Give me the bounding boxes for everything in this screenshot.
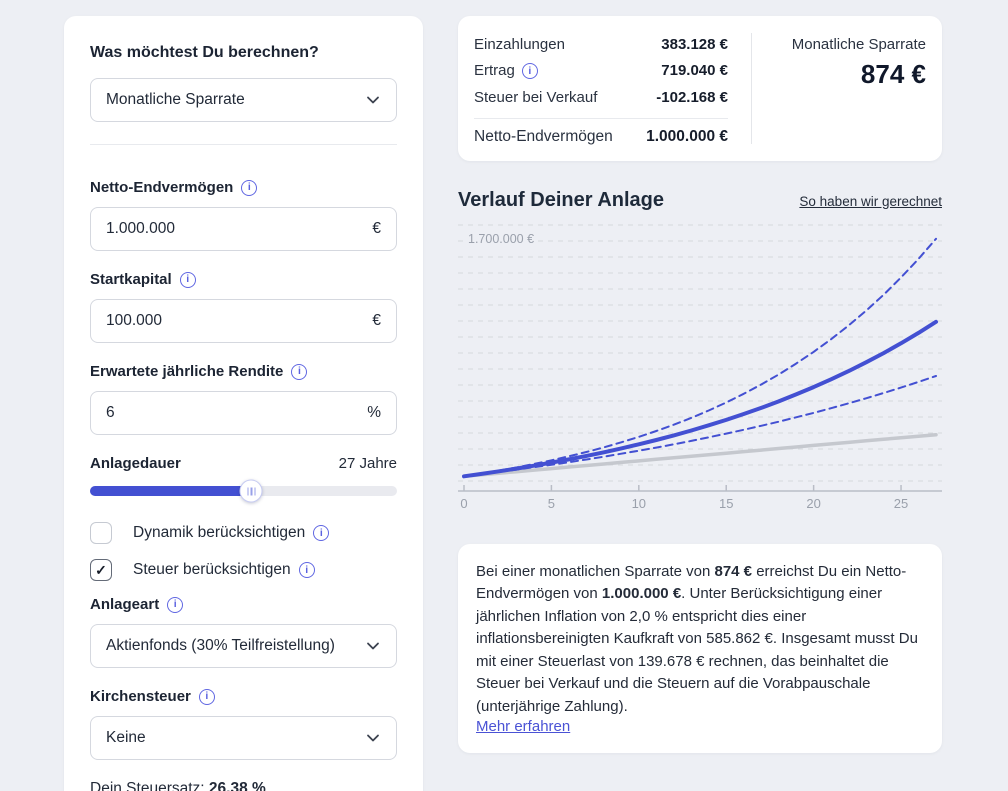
chevron-down-icon	[367, 96, 379, 104]
steuer-label: Steuer berücksichtigen	[133, 561, 291, 578]
steuersatz-line: Dein Steuersatz: 26,38 %	[90, 780, 397, 791]
summary-divider	[751, 33, 752, 144]
chart-x-tick-label: 0	[460, 496, 467, 511]
chart-x-tick-label: 15	[719, 496, 733, 511]
anlageart-select[interactable]: Aktienfonds (30% Teilfreistellung)	[90, 624, 397, 668]
chart-line-einzahlungen	[462, 432, 938, 478]
dynamik-checkbox[interactable]	[90, 522, 112, 544]
mode-select-value: Monatliche Sparrate	[106, 91, 245, 108]
netto-endvermoegen-label: Netto-Endvermögen	[90, 179, 234, 196]
summary-breakdown: Einzahlungen 383.128 € Ertrag i 719.040 € Ste…	[474, 31, 728, 146]
info-icon[interactable]: i	[241, 179, 258, 196]
slider-fill	[90, 486, 252, 496]
anlageart-label: Anlageart	[90, 596, 160, 613]
slider-handle[interactable]	[239, 479, 263, 503]
chevron-down-icon	[367, 642, 379, 650]
info-icon[interactable]: i	[167, 596, 184, 613]
anlageart-select-value: Aktienfonds (30% Teilfreistellung)	[106, 637, 335, 654]
summary-row: Ertrag i 719.040 €	[474, 58, 728, 85]
netto-endvermoegen-field[interactable]: €	[90, 207, 397, 251]
currency-unit: €	[372, 312, 381, 329]
info-icon[interactable]: i	[179, 271, 196, 288]
chart-header: Verlauf Deiner Anlage So haben wir gerec…	[458, 189, 942, 212]
summary-total-label: Netto-Endvermögen	[474, 127, 613, 145]
summary-row-value: -102.168 €	[656, 88, 728, 106]
explanation-card: Bei einer monatlichen Sparrate von 874 €…	[458, 543, 942, 753]
info-icon[interactable]: i	[298, 562, 315, 578]
startkapital-field[interactable]: €	[90, 299, 397, 343]
kirchensteuer-select[interactable]: Keine	[90, 716, 397, 760]
chevron-down-icon	[367, 734, 379, 742]
startkapital-label: Startkapital	[90, 271, 172, 288]
chart-title: Verlauf Deiner Anlage	[458, 188, 664, 211]
results-column: Einzahlungen 383.128 € Ertrag i 719.040 € Ste…	[458, 16, 942, 753]
netto-endvermoegen-input[interactable]	[106, 220, 373, 238]
chart-x-tick-label: 20	[806, 496, 820, 511]
projection-chart: 0 5 10 15 20 25 1.700.000 €	[458, 219, 942, 517]
chart-line-erwartete-entwicklung	[462, 319, 938, 478]
info-icon[interactable]: i	[521, 62, 538, 79]
summary-row-value: 719.040 €	[661, 62, 728, 80]
summary-total-value: 1.000.000 €	[646, 127, 728, 145]
summary-row-value: 383.128 €	[661, 35, 728, 53]
steuersatz-value: 26,38 %	[208, 780, 266, 791]
chart-x-tick-label: 25	[894, 496, 908, 511]
summary-row: Steuer bei Verkauf -102.168 €	[474, 84, 728, 111]
calculator-form-card: Was möchtest Du berechnen? Monatliche Sp…	[64, 16, 423, 791]
explanation-text: Bei einer monatlichen Sparrate von 874 €…	[476, 562, 918, 715]
summary-row-label: Steuer bei Verkauf	[474, 88, 598, 106]
summary-row-label: Ertrag i	[474, 62, 538, 79]
summary-row: Einzahlungen 383.128 €	[474, 31, 728, 58]
chart-x-tick-label: 5	[548, 496, 555, 511]
anlagedauer-slider[interactable]	[90, 479, 397, 503]
startkapital-input[interactable]	[106, 312, 373, 330]
steuer-checkbox[interactable]: ✓	[90, 559, 112, 581]
chart-canvas: 0 5 10 15 20 25	[458, 224, 942, 511]
chart-x-tick-label: 10	[632, 496, 646, 511]
steuersatz-label: Dein Steuersatz:	[90, 780, 205, 791]
how-we-calculated-link[interactable]: So haben wir gerechnet	[799, 193, 942, 209]
mode-select[interactable]: Monatliche Sparrate	[90, 78, 397, 122]
steuer-checkbox-row[interactable]: ✓ Steuer berücksichtigen i	[90, 559, 397, 581]
learn-more-link[interactable]: Mehr erfahren	[476, 718, 571, 735]
summary-row-label: Einzahlungen	[474, 35, 565, 53]
summary-result: Monatliche Sparrate 874 €	[752, 31, 926, 146]
rendite-field[interactable]: %	[90, 391, 397, 435]
chart-y-gridline-label: 1.700.000 €	[464, 231, 539, 246]
summary-total-row: Netto-Endvermögen 1.000.000 €	[474, 117, 728, 146]
rendite-input[interactable]	[106, 404, 368, 422]
info-icon[interactable]: i	[291, 363, 308, 380]
dynamik-checkbox-row[interactable]: Dynamik berücksichtigen i	[90, 522, 397, 544]
form-divider	[90, 144, 397, 145]
result-value: 874 €	[860, 59, 926, 89]
form-heading: Was möchtest Du berechnen?	[90, 44, 319, 61]
kirchensteuer-select-value: Keine	[106, 729, 146, 746]
percent-unit: %	[367, 404, 381, 421]
dynamik-label: Dynamik berücksichtigen	[133, 524, 306, 541]
kirchensteuer-label: Kirchensteuer	[90, 688, 191, 705]
rendite-label: Erwartete jährliche Rendite	[90, 363, 284, 380]
summary-card: Einzahlungen 383.128 € Ertrag i 719.040 € Ste…	[458, 16, 942, 161]
currency-unit: €	[372, 220, 381, 237]
result-label: Monatliche Sparrate	[791, 36, 926, 53]
anlagedauer-value: 27 Jahre	[338, 455, 397, 472]
info-icon[interactable]: i	[313, 525, 330, 541]
info-icon[interactable]: i	[198, 688, 215, 705]
anlagedauer-label: Anlagedauer	[90, 455, 181, 472]
check-icon: ✓	[95, 561, 107, 578]
